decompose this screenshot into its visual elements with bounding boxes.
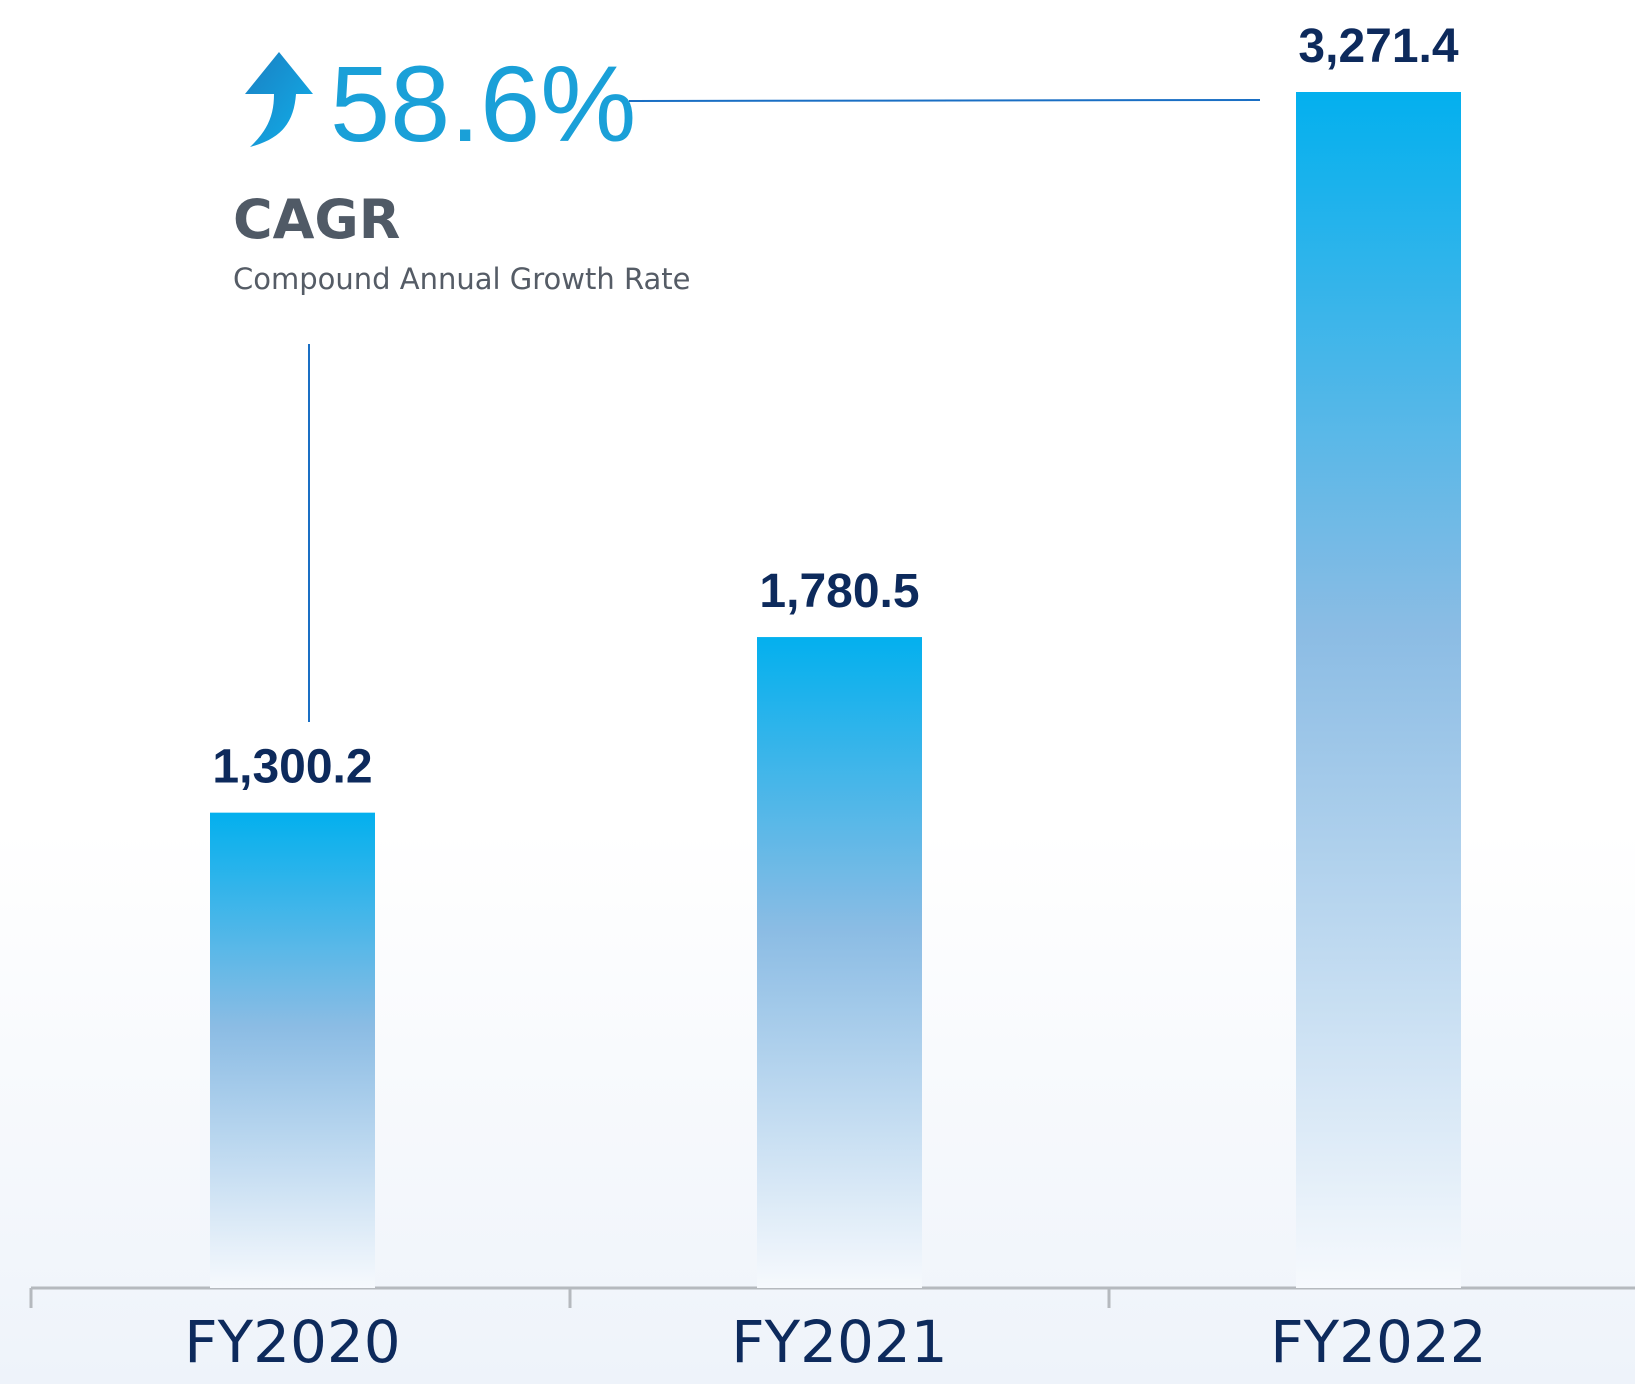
x-tick-label: FY2020 <box>184 1308 400 1376</box>
growth-arrow <box>245 52 313 147</box>
value-label: 3,271.4 <box>1298 20 1458 73</box>
connector-line <box>628 99 1261 102</box>
cagr-value: 58.6% <box>330 43 636 164</box>
value-label: 1,300.2 <box>212 741 372 794</box>
bar <box>757 637 922 1288</box>
bar <box>1296 92 1461 1288</box>
x-tick-label: FY2022 <box>1270 1308 1486 1376</box>
value-label: 1,780.5 <box>759 565 919 618</box>
cagr-label: CAGR <box>233 188 400 251</box>
cagr-description: Compound Annual Growth Rate <box>233 262 691 296</box>
bar <box>210 812 375 1288</box>
x-tick-label: FY2021 <box>731 1308 947 1376</box>
